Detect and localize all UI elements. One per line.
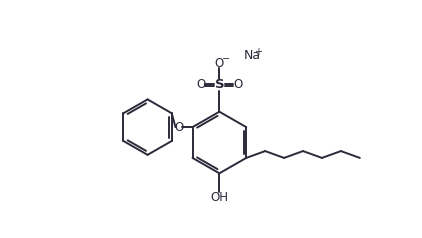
- Text: O: O: [174, 121, 183, 134]
- Text: +: +: [254, 47, 262, 57]
- Text: S: S: [214, 78, 224, 91]
- Text: Na: Na: [244, 49, 261, 62]
- Text: O: O: [233, 78, 243, 91]
- Text: OH: OH: [211, 191, 228, 204]
- Text: O: O: [215, 57, 224, 70]
- Text: −: −: [222, 54, 230, 64]
- Text: O: O: [196, 78, 206, 91]
